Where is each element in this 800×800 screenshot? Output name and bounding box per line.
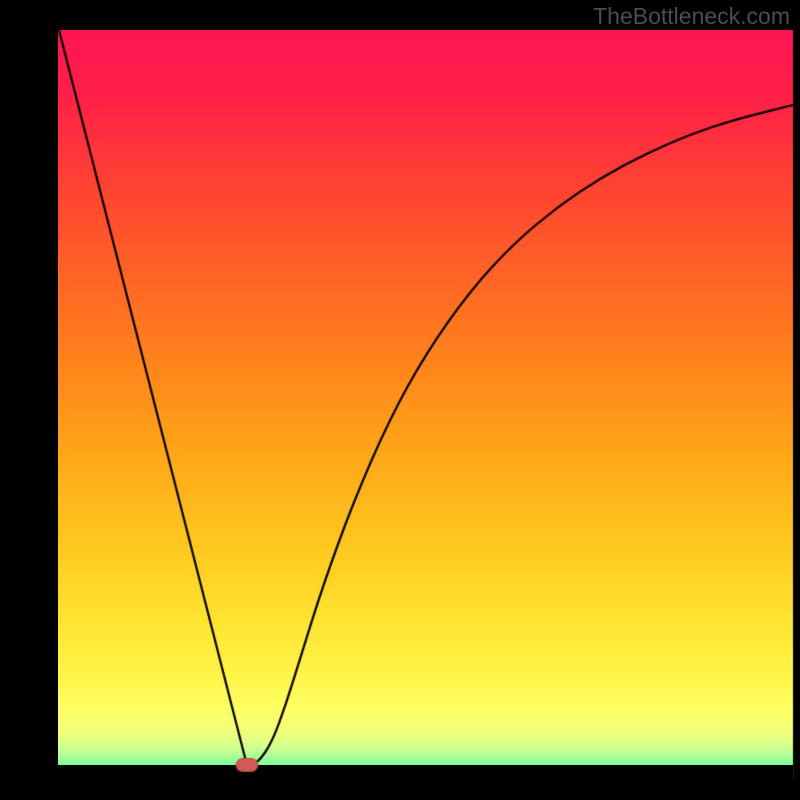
watermark-text: TheBottleneck.com bbox=[593, 3, 790, 30]
bottleneck-curve bbox=[0, 0, 800, 800]
bottleneck-chart: TheBottleneck.com bbox=[0, 0, 800, 800]
